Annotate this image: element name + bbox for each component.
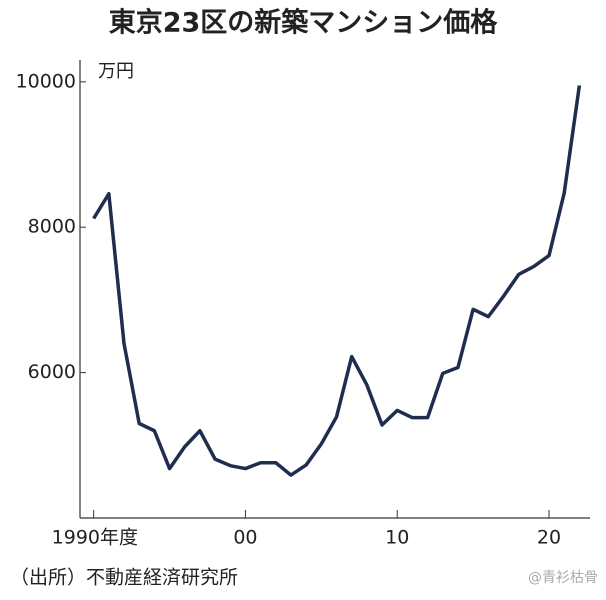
x-tick-label: 20 bbox=[537, 527, 561, 549]
source: （出所）不動産経済研究所 bbox=[10, 567, 238, 589]
chart-title: 東京23区の新築マンション価格 bbox=[109, 7, 499, 39]
y-tick-label: 10000 bbox=[16, 70, 76, 92]
x-tick-label: 10 bbox=[385, 527, 409, 549]
watermark: @青衫枯骨 bbox=[528, 570, 598, 586]
x-tick-label: 1990年度 bbox=[52, 527, 138, 549]
data-line bbox=[92, 85, 582, 477]
x-tick-label: 00 bbox=[233, 527, 257, 549]
y-tick-label: 8000 bbox=[28, 216, 76, 238]
y-unit: 万円 bbox=[98, 61, 134, 82]
y-tick-label: 6000 bbox=[28, 361, 76, 383]
